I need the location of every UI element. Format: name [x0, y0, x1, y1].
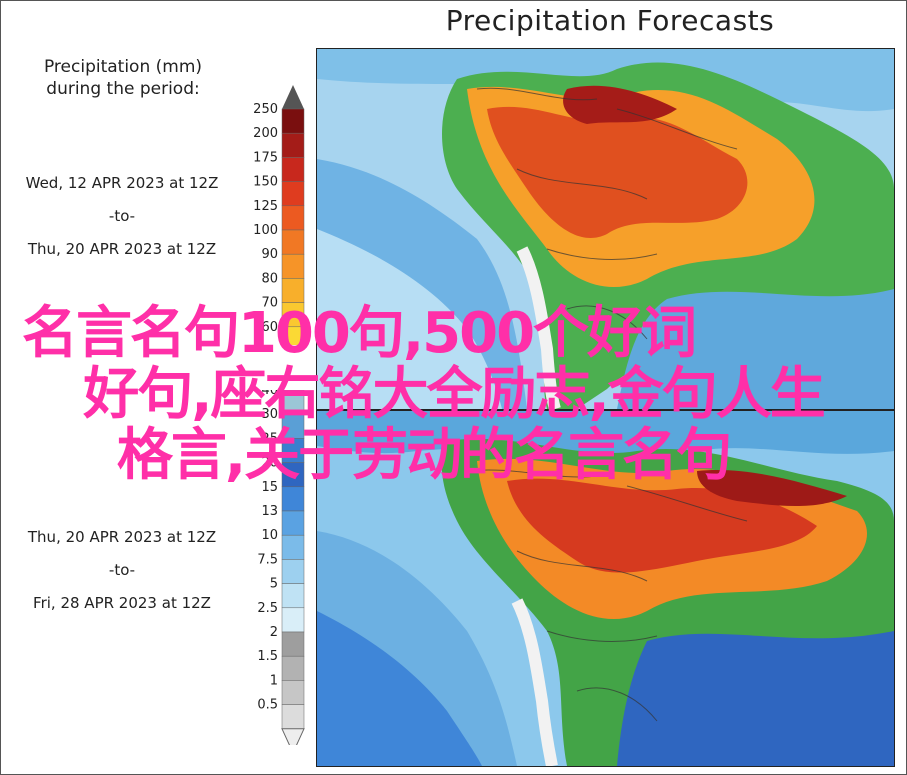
color-scale-bottom: 40 30 25 20 15 13 10 7.5 5 2.5 2 1.5 1 0.5 — [257, 390, 305, 745]
overlay-line-2: 好句,座右铭大全励志,金句人生 — [83, 362, 826, 427]
scale-swatch — [281, 326, 305, 345]
scale-label: 5 — [270, 577, 278, 592]
legend-title-line1: Precipitation (mm) — [43, 57, 203, 77]
scale-swatch — [281, 108, 305, 134]
scale-swatch — [281, 680, 305, 705]
scale-swatch — [281, 559, 305, 584]
overlay-caption: 名言名句100句,500个好词 好句,座右铭大全励志,金句人生 格言,关于劳动的… — [0, 303, 907, 486]
scale-label: 60 — [261, 320, 278, 335]
legend-title: Precipitation (mm) during the period: — [8, 56, 238, 100]
scale-label: 2 — [270, 625, 278, 640]
scale-swatch — [281, 534, 305, 560]
scale-label: 80 — [261, 271, 278, 286]
scale-label: 30 — [261, 407, 278, 422]
scale-label: 25 — [261, 431, 278, 446]
scale-label: 70 — [261, 296, 278, 311]
scale-swatch — [281, 181, 305, 207]
period-2-start: Thu, 20 APR 2023 at 12Z — [27, 528, 217, 546]
scale-swatch — [281, 229, 305, 255]
precipitation-map-1 — [317, 49, 894, 409]
scale-swatch — [281, 278, 305, 303]
scale-label: 0.5 — [257, 698, 278, 713]
period-1: Wed, 12 APR 2023 at 12Z -to- Thu, 20 APR… — [2, 167, 242, 266]
overlay-line-3: 格言,关于劳动的名言名句 — [116, 423, 732, 488]
scale-swatch — [281, 583, 305, 609]
map-panel-period-1 — [316, 48, 895, 410]
scale-swatch — [281, 631, 305, 657]
scale-arrow-down-icon — [281, 728, 305, 745]
scale-label: 150 — [253, 175, 278, 190]
scale-label: 40 — [261, 390, 278, 398]
scale-swatch — [281, 655, 305, 681]
scale-label: 7.5 — [257, 552, 278, 567]
scale-label: 13 — [261, 504, 278, 519]
scale-label: 2.5 — [257, 601, 278, 616]
scale-label: 1.5 — [257, 649, 278, 664]
scale-swatch — [281, 253, 305, 279]
period-2: Thu, 20 APR 2023 at 12Z -to- Fri, 28 APR… — [2, 521, 242, 620]
overlay-line-1: 名言名句100句,500个好词 — [21, 301, 697, 366]
scale-label: 90 — [261, 247, 278, 262]
scale-label: 20 — [261, 456, 278, 471]
scale-swatch — [281, 607, 305, 633]
scale-label: 175 — [253, 150, 278, 165]
scale-label: 200 — [253, 126, 278, 141]
legend-title-line2: during the period: — [46, 79, 200, 99]
scale-label: 1 — [270, 673, 278, 688]
scale-label: 15 — [261, 480, 278, 495]
scale-swatch — [281, 157, 305, 182]
scale-swatch — [281, 205, 305, 231]
scale-label: 125 — [253, 199, 278, 214]
period-2-to: -to- — [108, 561, 136, 579]
page-title: Precipitation Forecasts — [445, 4, 775, 37]
period-1-to: -to- — [108, 207, 136, 225]
period-1-start: Wed, 12 APR 2023 at 12Z — [25, 174, 219, 192]
scale-label: 100 — [253, 223, 278, 238]
color-scale-top: 250 200 175 150 125 100 90 80 70 60 — [253, 85, 305, 345]
scale-label: 10 — [261, 528, 278, 543]
scale-swatch — [281, 132, 305, 158]
scale-swatch — [281, 510, 305, 536]
scale-swatch — [281, 486, 305, 512]
precipitation-map-2 — [317, 411, 894, 766]
map-panel-period-2 — [316, 410, 895, 767]
period-2-end: Fri, 28 APR 2023 at 12Z — [33, 594, 211, 612]
scale-swatch — [281, 704, 305, 730]
period-1-end: Thu, 20 APR 2023 at 12Z — [27, 240, 217, 258]
scale-label: 250 — [253, 102, 278, 117]
scale-arrow-up-icon — [282, 85, 304, 109]
